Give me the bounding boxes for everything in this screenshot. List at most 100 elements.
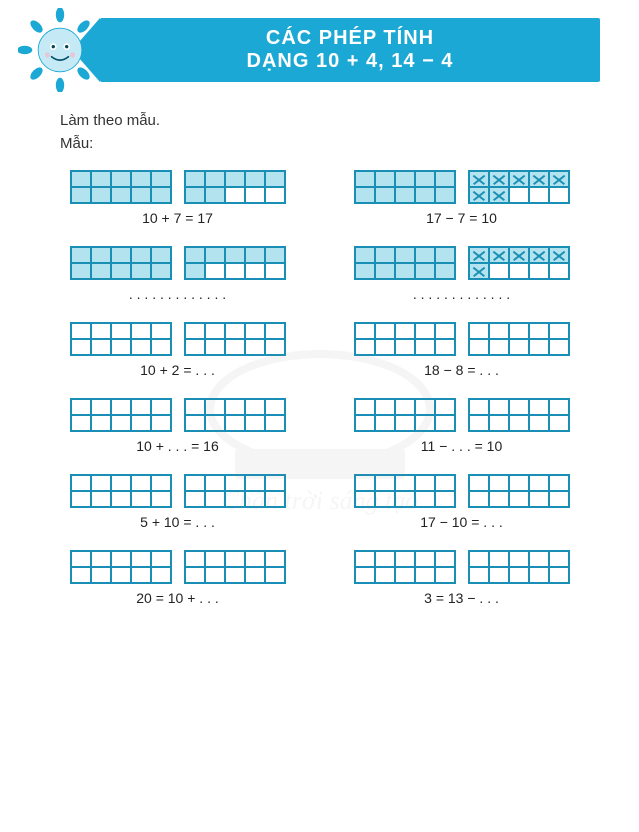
exercise-pair: 20 = 10 + . . .: [60, 550, 295, 608]
cell: [509, 551, 529, 567]
equation: 18 − 8 = . . .: [424, 362, 499, 380]
frame-group: [354, 170, 570, 204]
equation: 5 + 10 = . . .: [140, 514, 215, 532]
ten-frame: [184, 246, 286, 280]
ten-frame: [468, 550, 570, 584]
header: CÁC PHÉP TÍNH DẠNG 10 + 4, 14 − 4: [0, 0, 639, 100]
cell: [245, 567, 265, 583]
cell: [375, 491, 395, 507]
cell: [151, 415, 171, 431]
equation: . . . . . . . . . . . . .: [413, 286, 510, 304]
cell: [375, 415, 395, 431]
cell: [71, 247, 91, 263]
cell: [71, 491, 91, 507]
cell: [265, 187, 285, 203]
cell: [469, 247, 489, 263]
cell: [435, 263, 455, 279]
cell: [529, 475, 549, 491]
exercise-pair: 10 + 7 = 17: [60, 170, 295, 228]
cell: [245, 551, 265, 567]
cell: [111, 491, 131, 507]
exercise-pair: 17 − 7 = 10: [344, 170, 579, 228]
ten-frame: [468, 398, 570, 432]
equation: . . . . . . . . . . . . .: [129, 286, 226, 304]
cell: [549, 475, 569, 491]
cell: [529, 491, 549, 507]
cell: [435, 187, 455, 203]
cell: [265, 491, 285, 507]
cell: [469, 551, 489, 567]
equation: 10 + . . . = 16: [136, 438, 219, 456]
ten-frame: [354, 170, 456, 204]
cell: [355, 263, 375, 279]
equation: 17 − 10 = . . .: [420, 514, 503, 532]
ten-frame: [184, 398, 286, 432]
equation: 10 + 2 = . . .: [140, 362, 215, 380]
cell: [395, 399, 415, 415]
cell: [489, 551, 509, 567]
ten-frame: [70, 550, 172, 584]
cell: [131, 323, 151, 339]
cell: [435, 247, 455, 263]
cell: [549, 171, 569, 187]
cell: [509, 339, 529, 355]
cell: [435, 323, 455, 339]
content-area: Làm theo mẫu. Mẫu: 10 + 7 = 1717 − 7 = 1…: [0, 100, 639, 608]
cell: [205, 263, 225, 279]
cell: [151, 551, 171, 567]
cell: [91, 415, 111, 431]
cell: [71, 399, 91, 415]
title-line-2: DẠNG 10 + 4, 14 − 4: [247, 50, 454, 73]
cell: [435, 171, 455, 187]
cell: [355, 323, 375, 339]
cell: [375, 339, 395, 355]
cell: [395, 247, 415, 263]
exercise-pair: 17 − 10 = . . .: [344, 474, 579, 532]
cell: [131, 415, 151, 431]
cell: [435, 399, 455, 415]
cell: [435, 339, 455, 355]
cell: [355, 551, 375, 567]
cell: [205, 491, 225, 507]
cell: [111, 415, 131, 431]
cell: [529, 567, 549, 583]
cell: [549, 491, 569, 507]
cell: [395, 171, 415, 187]
cell: [245, 187, 265, 203]
frame-group: [70, 474, 286, 508]
cell: [205, 415, 225, 431]
cell: [225, 323, 245, 339]
cell: [245, 263, 265, 279]
cell: [205, 551, 225, 567]
cell: [245, 415, 265, 431]
title-banner: CÁC PHÉP TÍNH DẠNG 10 + 4, 14 − 4: [100, 18, 600, 82]
cell: [549, 323, 569, 339]
cell: [489, 263, 509, 279]
cell: [111, 171, 131, 187]
ten-frame: [184, 322, 286, 356]
cell: [185, 339, 205, 355]
cell: [131, 475, 151, 491]
exercise-pair: 11 − . . . = 10: [344, 398, 579, 456]
equation: 10 + 7 = 17: [142, 210, 213, 228]
cell: [355, 339, 375, 355]
cell: [355, 415, 375, 431]
frame-group: [354, 322, 570, 356]
ten-frame: [70, 474, 172, 508]
exercise-row: 10 + 7 = 17 17 − 7 = 10: [60, 170, 579, 228]
ten-frame: [354, 322, 456, 356]
cell: [225, 263, 245, 279]
cell: [375, 247, 395, 263]
cell: [509, 399, 529, 415]
cell: [151, 187, 171, 203]
exercise-pair: 3 = 13 − . . .: [344, 550, 579, 608]
exercise-pair: 10 + 2 = . . .: [60, 322, 295, 380]
cell: [111, 247, 131, 263]
cell: [529, 551, 549, 567]
ten-frame: [70, 322, 172, 356]
ten-frame: [468, 246, 570, 280]
frame-group: [354, 550, 570, 584]
cell: [91, 263, 111, 279]
cell: [205, 475, 225, 491]
cell: [91, 399, 111, 415]
